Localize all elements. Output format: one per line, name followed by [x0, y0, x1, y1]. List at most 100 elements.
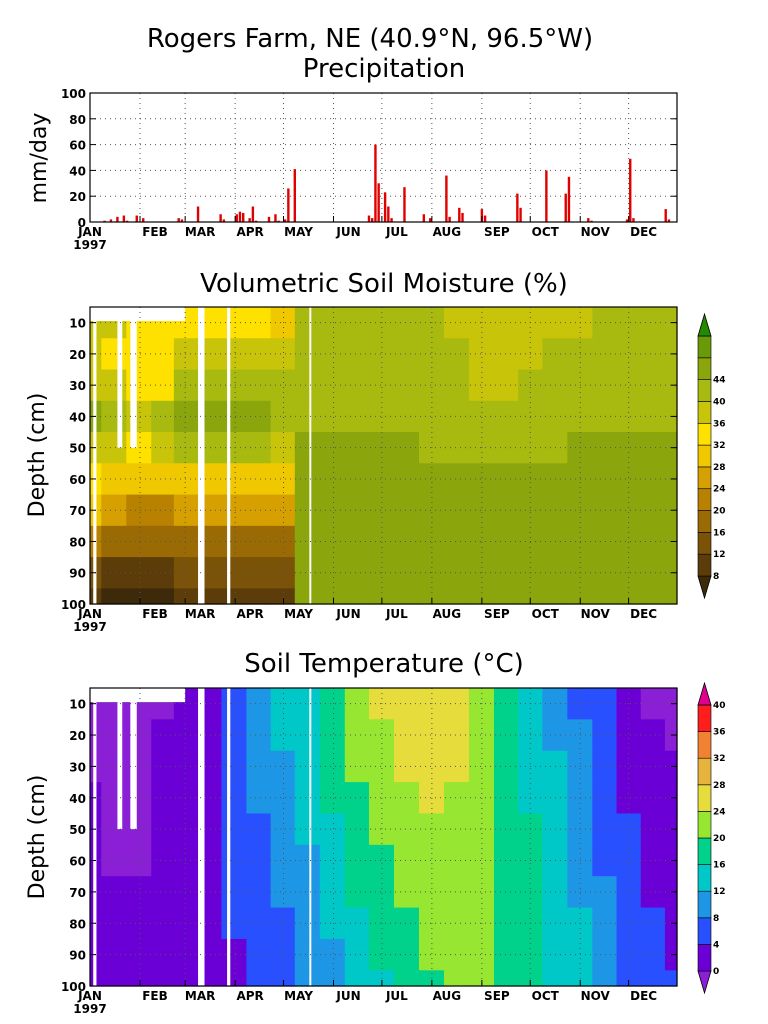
temperature-cell [664, 970, 678, 987]
colorbar-segment [697, 917, 712, 945]
x-tick-label: APR [236, 225, 263, 239]
moisture-cell [151, 557, 175, 589]
plot-area [90, 93, 677, 222]
y-tick-label: 10 [69, 698, 86, 712]
temperature-cell [640, 688, 666, 720]
moisture-cell [270, 338, 296, 371]
moisture-cell [294, 494, 321, 527]
moisture-cell [151, 525, 175, 558]
moisture-cell [151, 463, 175, 496]
y-tick-label: 80 [69, 113, 86, 127]
missing-data [90, 307, 186, 322]
precip-bar [367, 215, 371, 222]
temperature-title: Soil Temperature (°C) [244, 649, 524, 679]
x-tick-label: SEP [484, 607, 510, 621]
moisture-cell [294, 463, 321, 496]
colorbar-tick-label: 4 [713, 940, 719, 950]
colorbar-segment [697, 335, 712, 359]
temperature-cell [319, 844, 346, 877]
moisture-cell [319, 338, 346, 371]
temperature-cell [294, 907, 321, 940]
colorbar-tick-label: 20 [713, 507, 726, 517]
moisture-cell [493, 588, 519, 605]
precip-title: Precipitation [303, 54, 466, 84]
precip-bar [587, 218, 590, 222]
precip-bar [383, 192, 387, 222]
precip-bar [109, 219, 113, 222]
temperature-cell [640, 876, 666, 909]
moisture-cell [294, 432, 321, 464]
missing-data [90, 688, 186, 703]
temperature-cell [493, 688, 519, 720]
temperature-cell [294, 813, 321, 846]
precip-bar [135, 215, 138, 222]
precip-bar [293, 169, 297, 222]
colorbar-min-arrow [697, 575, 712, 600]
temperature-cell [640, 750, 666, 783]
colorbar-segment [697, 466, 712, 490]
precip-bar [374, 144, 377, 222]
temperature-cell [640, 719, 666, 752]
precip-bar [590, 220, 593, 222]
colorbar-segment [697, 401, 712, 424]
x-tick-label: SEP [484, 225, 510, 239]
missing-data [198, 688, 205, 986]
moisture-cell [493, 463, 519, 496]
moisture-cell [493, 557, 519, 589]
temperature-cell [640, 907, 666, 940]
moisture-cell [270, 463, 296, 496]
moisture-cell [640, 338, 666, 371]
moisture-cell [344, 588, 370, 605]
moisture-cell [640, 525, 666, 558]
colorbar-segment [697, 488, 712, 511]
plot-frame [89, 687, 678, 987]
precipitation-chart: 0 20 40 60 80 100 JAN FEB MAR APR MAY JUN JUL AUG SEP O… [61, 87, 678, 252]
moisture-cell [294, 369, 321, 402]
precip-bar [287, 188, 290, 222]
temperature-cell [294, 750, 321, 783]
temperature-cell [151, 813, 175, 846]
temperature-cell [151, 907, 175, 940]
moisture-cell [151, 432, 175, 464]
moisture-cell [640, 494, 666, 527]
x-tick-label: DEC [630, 607, 657, 621]
missing-data [309, 307, 312, 604]
precip-bar [545, 170, 548, 222]
temperature-cell [126, 970, 152, 987]
x-tick-label: JUL [385, 607, 408, 621]
moisture-cell [493, 338, 519, 371]
precip-bar [222, 219, 226, 222]
temperature-cell [151, 750, 175, 783]
precip-bar [238, 211, 242, 222]
precip-bar [283, 219, 287, 222]
moisture-cell [173, 588, 198, 605]
precip-bar [445, 175, 448, 222]
soil-moisture-colorbar: 8 12 16 20 24 28 32 36 40 44 [697, 312, 726, 600]
moisture-cell [592, 307, 618, 339]
precip-bar [632, 218, 635, 222]
moisture-cell [319, 400, 346, 433]
colorbar-tick-label: 44 [713, 376, 726, 386]
temperature-cell [640, 938, 666, 971]
colorbar-max-arrow [697, 312, 712, 337]
moisture-ylabel: Depth (cm) [25, 393, 50, 518]
temperature-cell [319, 876, 346, 909]
moisture-title: Volumetric Soil Moisture (%) [200, 269, 568, 299]
temperature-cell [294, 876, 321, 909]
colorbar-tick-label: 16 [713, 861, 726, 871]
colorbar-tick-label: 16 [713, 528, 726, 538]
moisture-cell [542, 588, 568, 605]
precip-bar [564, 193, 567, 222]
y-tick-label: 50 [69, 823, 86, 837]
moisture-cell [319, 588, 346, 605]
temperature-cell [319, 688, 346, 720]
missing-data [93, 702, 97, 986]
temperature-cell [319, 750, 346, 783]
temperature-cell [493, 719, 519, 752]
soil-temperature-colorbar: 0 4 8 12 16 20 24 28 32 36 40 [697, 681, 726, 995]
precip-bar [196, 206, 200, 222]
moisture-cell [418, 588, 445, 605]
y-tick-label: 90 [69, 949, 86, 963]
colorbar-tick-label: 28 [713, 463, 726, 473]
colorbar-tick-label: 24 [713, 807, 726, 817]
